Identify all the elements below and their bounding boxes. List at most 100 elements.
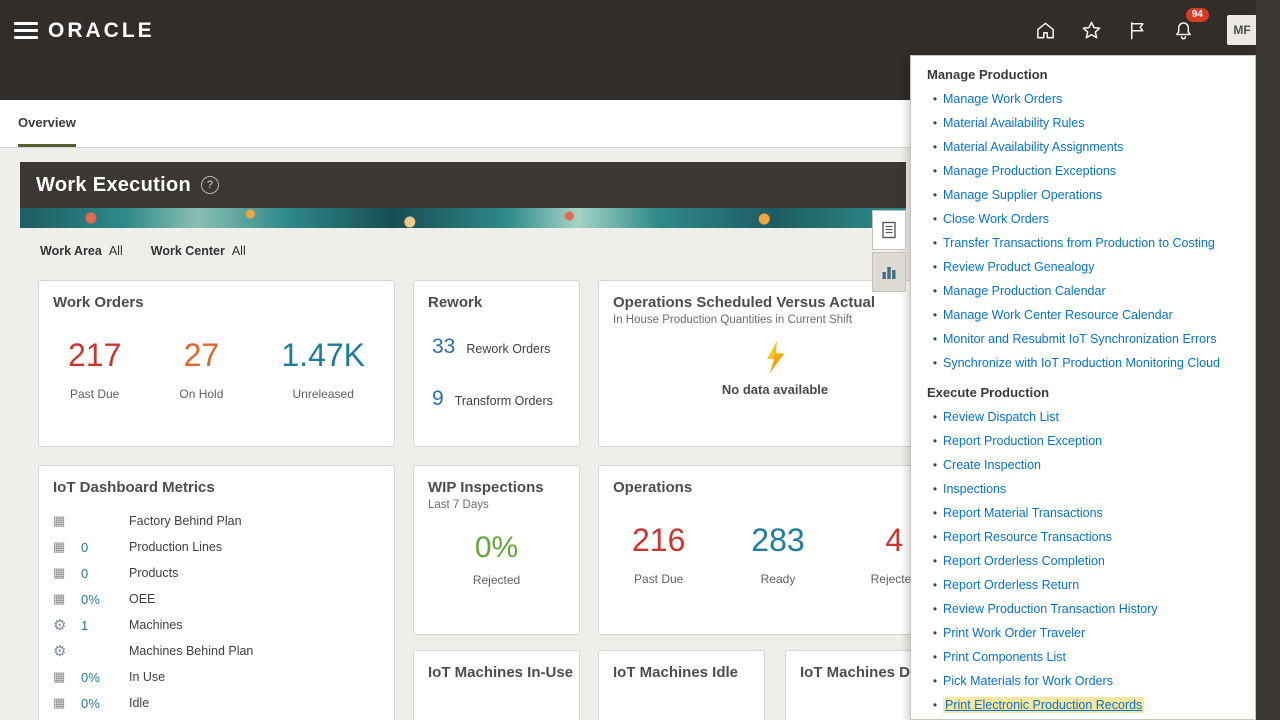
rework-label: Rework Orders	[466, 342, 551, 356]
task-list: • Manage Work Orders • Material Availabilit…	[927, 87, 1245, 375]
operations-card: Operations 216 Past Due 283 Ready 4 Rejected	[598, 465, 952, 635]
home-icon[interactable]	[1032, 17, 1058, 43]
task-section-title: Execute Production	[927, 385, 1050, 400]
filters-row: Work Area All Work Center All	[40, 244, 246, 258]
main-content: Work Execution ? Work Area All Work Cent…	[0, 148, 1280, 720]
task-link[interactable]: Transfer Transactions from Production to…	[943, 236, 1215, 250]
iot-machines-in-use-card: IoT Machines In-Use	[413, 650, 580, 720]
task-link[interactable]: Manage Work Center Resource Calendar	[943, 308, 1173, 322]
task-item: • Pick Materials for Work Orders	[927, 669, 1245, 693]
task-link[interactable]: Review Product Genealogy	[943, 260, 1095, 274]
task-link[interactable]: Synchronize with IoT Production Monitori…	[943, 356, 1220, 370]
task-link[interactable]: Create Inspection	[943, 458, 1041, 472]
task-link[interactable]: Report Orderless Completion	[943, 554, 1105, 568]
tasks-panel: Manage Production • Manage Work Orders • Mat…	[910, 55, 1256, 720]
card-title: IoT Machines Idle	[613, 664, 739, 681]
iot-metric-label: Factory Behind Plan	[129, 514, 242, 528]
bullet-icon: •	[932, 554, 938, 568]
bullet-icon: •	[932, 578, 938, 592]
rework-label: Transform Orders	[454, 394, 553, 408]
factory-icon: ▦	[53, 513, 66, 528]
task-link[interactable]: Material Availability Rules	[943, 116, 1085, 130]
wip-rejected-value: 0%	[474, 531, 519, 564]
gear-icon: ⚙	[53, 617, 67, 634]
card-title: Operations	[613, 479, 693, 496]
wip-inspections-card: WIP Inspections Last 7 Days 0% Rejected	[413, 465, 580, 635]
metric: 283 Ready	[751, 524, 804, 586]
iot-metric-label: Products	[129, 566, 179, 580]
task-link[interactable]: Manage Supplier Operations	[943, 188, 1103, 202]
metric-value: 283	[751, 522, 805, 558]
task-link[interactable]: Monitor and Resubmit IoT Synchronization…	[943, 332, 1217, 346]
task-link[interactable]: Manage Production Exceptions	[943, 164, 1117, 178]
task-item: • Inspections	[927, 477, 1245, 501]
task-link[interactable]: Close Work Orders	[943, 212, 1050, 226]
work-orders-metrics: 217 Past Due 27 On Hold 1.47K Unreleased	[39, 339, 394, 401]
favorites-star-icon[interactable]	[1078, 17, 1104, 43]
iot-metric-label: In Use	[129, 670, 166, 684]
task-item: • Material Availability Rules	[927, 111, 1245, 135]
metric: 1.47K Unreleased	[281, 339, 365, 401]
task-item: • Report Material Transactions	[927, 501, 1245, 525]
task-link[interactable]: Review Production Transaction History	[943, 602, 1158, 616]
work-center-value[interactable]: All	[231, 244, 246, 258]
task-link[interactable]: Report Resource Transactions	[943, 530, 1112, 544]
no-data-area: No data available	[599, 340, 951, 397]
top-bar: ORACLE 94 MF	[0, 0, 1280, 100]
metric: 27 On Hold	[179, 339, 223, 401]
task-item: • Report Orderless Return	[927, 573, 1245, 597]
bullet-icon: •	[932, 482, 938, 496]
iot-metric-row: ▦ Factory Behind Plan	[39, 508, 394, 534]
metric-label: Past Due	[70, 387, 120, 401]
task-link[interactable]: Print Components List	[943, 650, 1066, 664]
card-title: IoT Machines Down	[800, 664, 941, 681]
bullet-icon: •	[932, 236, 938, 250]
task-item: • Report Production Exception	[927, 429, 1245, 453]
task-link[interactable]: Report Orderless Return	[943, 578, 1080, 592]
metric-label: Ready	[760, 572, 796, 586]
task-link[interactable]: Report Material Transactions	[943, 506, 1103, 520]
task-item: • Manage Supplier Operations	[927, 183, 1245, 207]
task-link[interactable]: Material Availability Assignments	[943, 140, 1124, 154]
task-item: • Manage Work Center Resource Calendar	[927, 303, 1245, 327]
work-center-label: Work Center	[150, 244, 225, 258]
reports-drawer-button[interactable]	[872, 252, 906, 292]
user-avatar[interactable]: MF	[1227, 15, 1257, 45]
lightning-bolt-icon	[767, 341, 784, 373]
task-item: • Print Electronic Production Records	[927, 693, 1245, 717]
help-icon[interactable]: ?	[200, 176, 219, 194]
tab-overview[interactable]: Overview	[18, 100, 76, 147]
work-center-filter: Work Center All	[151, 244, 246, 258]
task-link[interactable]: Manage Work Orders	[943, 92, 1063, 106]
tasks-drawer-button[interactable]	[872, 210, 906, 250]
factory-icon: ▦	[53, 591, 66, 606]
task-link[interactable]: Print Electronic Production Records	[943, 697, 1145, 713]
task-link[interactable]: Manage Production Calendar	[943, 284, 1106, 298]
menu-icon[interactable]	[14, 22, 38, 39]
task-item: • Print Components List	[927, 645, 1245, 669]
bullet-icon: •	[932, 356, 938, 370]
notifications-bell-icon[interactable]: 94	[1170, 8, 1209, 43]
task-list: • Review Dispatch List • Report Production …	[927, 405, 1245, 717]
rework-row: 33 Rework Orders	[432, 335, 561, 359]
iot-metric-label: Production Lines	[129, 540, 223, 554]
factory-icon: ▦	[53, 669, 66, 684]
task-link[interactable]: Pick Materials for Work Orders	[943, 674, 1113, 688]
rework-row: 9 Transform Orders	[432, 387, 561, 411]
iot-metric-label: Machines Behind Plan	[129, 644, 254, 658]
bullet-icon: •	[932, 188, 938, 202]
metric-value: 217	[67, 337, 122, 373]
card-title: Rework	[428, 294, 483, 311]
work-area-label: Work Area	[40, 244, 102, 258]
task-link[interactable]: Print Work Order Traveler	[943, 626, 1086, 640]
metric-label: Rejected	[870, 572, 918, 586]
task-link[interactable]: Inspections	[943, 482, 1007, 496]
flag-icon[interactable]	[1124, 17, 1150, 43]
work-area-value[interactable]: All	[108, 244, 123, 258]
task-link[interactable]: Review Dispatch List	[943, 410, 1060, 424]
iot-metric-label: Idle	[129, 696, 150, 710]
iot-metric-value: 0%	[81, 591, 100, 607]
task-link[interactable]: Report Production Exception	[943, 434, 1103, 448]
oracle-logo: ORACLE	[48, 19, 155, 42]
card-title: IoT Dashboard Metrics	[53, 479, 215, 496]
